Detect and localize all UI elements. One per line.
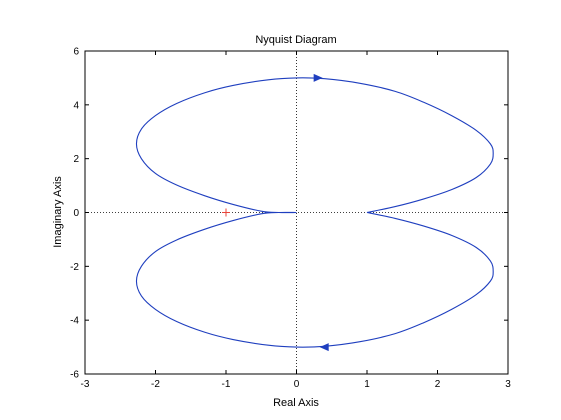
- direction-arrow-left: [319, 343, 329, 352]
- y-tick-label: -4: [70, 316, 79, 327]
- x-tick-label: 3: [505, 379, 511, 390]
- direction-arrow-right: [313, 73, 323, 82]
- y-tick-label: 4: [73, 100, 79, 111]
- x-tick-label: -2: [151, 379, 160, 390]
- x-tick-label: 1: [364, 379, 370, 390]
- y-tick-label: -6: [70, 370, 79, 381]
- x-axis-label: Real Axis: [273, 397, 319, 409]
- y-tick-label: 2: [73, 154, 79, 165]
- y-tick-label: 0: [73, 208, 79, 219]
- axis-ticks: -3 -2 -1 0 1 2 3 -6 -4 -2 0 2 4 6: [70, 47, 511, 391]
- nyquist-curve-upper: [135, 77, 494, 214]
- y-tick-label: 6: [73, 47, 79, 58]
- y-axis-label: Imaginary Axis: [52, 176, 64, 248]
- chart-title: Nyquist Diagram: [255, 34, 336, 46]
- x-tick-label: 0: [294, 379, 300, 390]
- x-tick-label: -1: [222, 379, 231, 390]
- marker-layer: [222, 73, 329, 352]
- y-tick-label: -2: [70, 262, 79, 273]
- x-tick-label: -3: [81, 379, 90, 390]
- series-layer: [135, 77, 494, 348]
- x-tick-label: 2: [435, 379, 441, 390]
- nyquist-curve-lower: [135, 211, 494, 348]
